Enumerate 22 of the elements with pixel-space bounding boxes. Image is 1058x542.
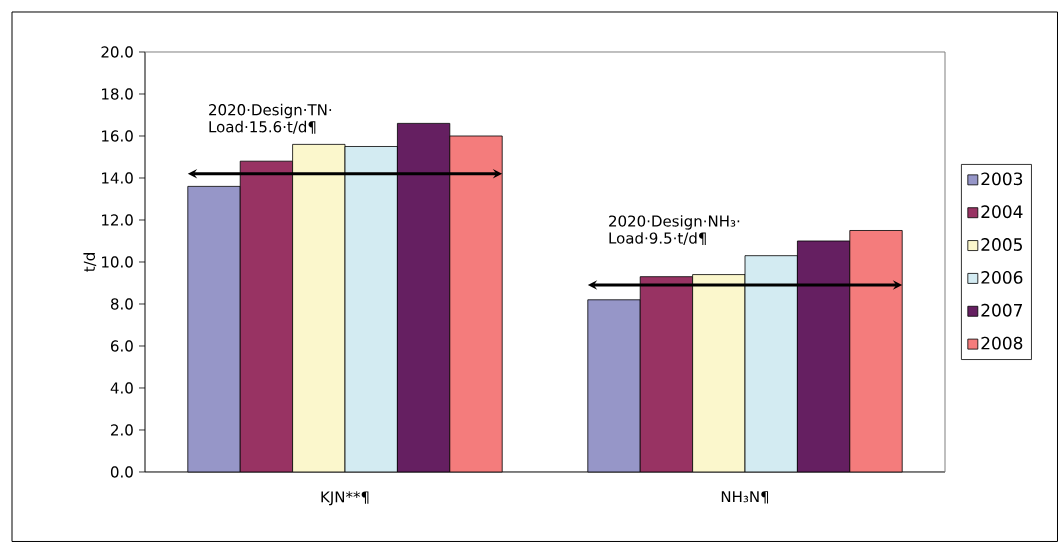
legend-label: 2006 [981,270,1023,284]
y-tick-label: 16.0 [102,130,133,142]
y-tick-label: 8.0 [110,298,133,310]
legend-label: 2007 [981,303,1022,317]
y-tick-label: 20.0 [101,46,133,58]
legend-label: 2005 [981,238,1022,251]
legend-label: 2003 [981,172,1023,186]
y-axis-title: t/d [83,253,97,272]
y-tick-label: 2.0 [111,424,133,436]
y-tick-label: 6.0 [111,340,133,352]
y-tick-label: 0.0 [110,466,133,478]
annotation: 2020·Design·NH₃· Load·9.5·t/d¶ [609,215,740,245]
y-tick-label: 14.0 [102,172,133,184]
y-tick-label: 12.0 [102,214,133,226]
legend-label: 2004 [981,205,1023,219]
x-tick-label: KJN**¶ [321,491,369,506]
y-tick-label: 18.0 [102,88,133,100]
x-tick-label: NH₃N¶ [721,491,769,504]
y-tick-label: 10.0 [102,256,133,268]
annotation: 2020·Design·TN· Load·15.6·t/d¶ [209,103,332,134]
y-tick-label: 4.0 [110,382,133,394]
legend-label: 2008 [981,336,1023,350]
